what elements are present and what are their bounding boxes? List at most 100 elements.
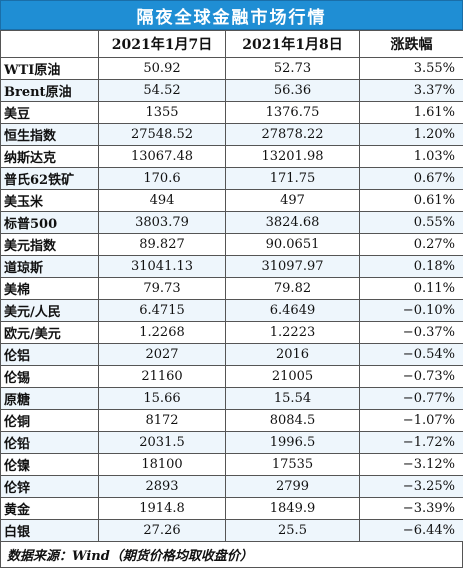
row-value-date1: 27548.52: [99, 124, 226, 146]
row-value-date2: 171.75: [226, 168, 360, 190]
row-name: 恒生指数: [1, 124, 99, 146]
row-change: 3.55%: [360, 58, 463, 80]
row-value-date1: 31041.13: [99, 256, 226, 278]
row-value-date2: 8084.5: [226, 410, 360, 432]
row-value-date2: 17535: [226, 454, 360, 476]
row-value-date2: 3824.68: [226, 212, 360, 234]
row-value-date2: 25.5: [226, 520, 360, 542]
row-change: 0.55%: [360, 212, 463, 234]
row-value-date2: 21005: [226, 366, 360, 388]
row-value-date2: 1849.9: [226, 498, 360, 520]
row-change: 0.61%: [360, 190, 463, 212]
row-value-date1: 170.6: [99, 168, 226, 190]
row-value-date1: 50.92: [99, 58, 226, 80]
row-name: 原糖: [1, 388, 99, 410]
row-name: 标普500: [1, 212, 99, 234]
header-date1: 2021年1月7日: [99, 31, 226, 58]
row-value-date2: 56.36: [226, 80, 360, 102]
row-value-date2: 79.82: [226, 278, 360, 300]
row-value-date1: 27.26: [99, 520, 226, 542]
row-change: 0.18%: [360, 256, 463, 278]
row-name: 美元/人民: [1, 300, 99, 322]
row-value-date1: 3803.79: [99, 212, 226, 234]
row-name: 道琼斯: [1, 256, 99, 278]
row-change: −0.10%: [360, 300, 463, 322]
row-value-date1: 79.73: [99, 278, 226, 300]
row-name: 美元指数: [1, 234, 99, 256]
row-value-date2: 15.54: [226, 388, 360, 410]
row-value-date1: 54.52: [99, 80, 226, 102]
row-change: −0.54%: [360, 344, 463, 366]
row-value-date1: 494: [99, 190, 226, 212]
market-table-card: 隔夜全球金融市场行情 2021年1月7日 2021年1月8日 涨跌幅 WTI原油…: [0, 0, 463, 542]
row-name: 普氏62铁矿: [1, 168, 99, 190]
row-value-date2: 13201.98: [226, 146, 360, 168]
row-value-date2: 497: [226, 190, 360, 212]
row-change: 1.61%: [360, 102, 463, 124]
row-value-date1: 21160: [99, 366, 226, 388]
row-value-date1: 1355: [99, 102, 226, 124]
row-name: 美棉: [1, 278, 99, 300]
row-name: 美豆: [1, 102, 99, 124]
row-name: 纳斯达克: [1, 146, 99, 168]
row-value-date2: 2799: [226, 476, 360, 498]
row-name: Brent原油: [1, 80, 99, 102]
row-value-date2: 1996.5: [226, 432, 360, 454]
row-change: −3.12%: [360, 454, 463, 476]
row-name: 伦铜: [1, 410, 99, 432]
row-change: 0.27%: [360, 234, 463, 256]
row-name: 美玉米: [1, 190, 99, 212]
row-value-date2: 2016: [226, 344, 360, 366]
row-name: 欧元/美元: [1, 322, 99, 344]
row-value-date2: 52.73: [226, 58, 360, 80]
header-row: 2021年1月7日 2021年1月8日 涨跌幅: [1, 31, 463, 58]
row-name: 白银: [1, 520, 99, 542]
row-change: 0.67%: [360, 168, 463, 190]
row-name: 黄金: [1, 498, 99, 520]
row-value-date1: 2027: [99, 344, 226, 366]
row-value-date1: 89.827: [99, 234, 226, 256]
row-change: −0.37%: [360, 322, 463, 344]
row-name: 伦铅: [1, 432, 99, 454]
row-value-date2: 27878.22: [226, 124, 360, 146]
row-change: −1.72%: [360, 432, 463, 454]
source-note: 数据来源：Wind（期货价格均取收盘价）: [0, 542, 463, 568]
row-name: 伦镍: [1, 454, 99, 476]
row-change: −1.07%: [360, 410, 463, 432]
row-value-date2: 1.2223: [226, 322, 360, 344]
row-value-date1: 2893: [99, 476, 226, 498]
header-change: 涨跌幅: [360, 31, 463, 58]
row-value-date1: 1914.8: [99, 498, 226, 520]
row-name: WTI原油: [1, 58, 99, 80]
header-date2: 2021年1月8日: [226, 31, 360, 58]
row-change: 3.37%: [360, 80, 463, 102]
header-name: [1, 31, 99, 58]
table-title: 隔夜全球金融市场行情: [0, 0, 463, 30]
row-change: −6.44%: [360, 520, 463, 542]
row-value-date1: 8172: [99, 410, 226, 432]
row-value-date1: 13067.48: [99, 146, 226, 168]
row-change: 1.20%: [360, 124, 463, 146]
